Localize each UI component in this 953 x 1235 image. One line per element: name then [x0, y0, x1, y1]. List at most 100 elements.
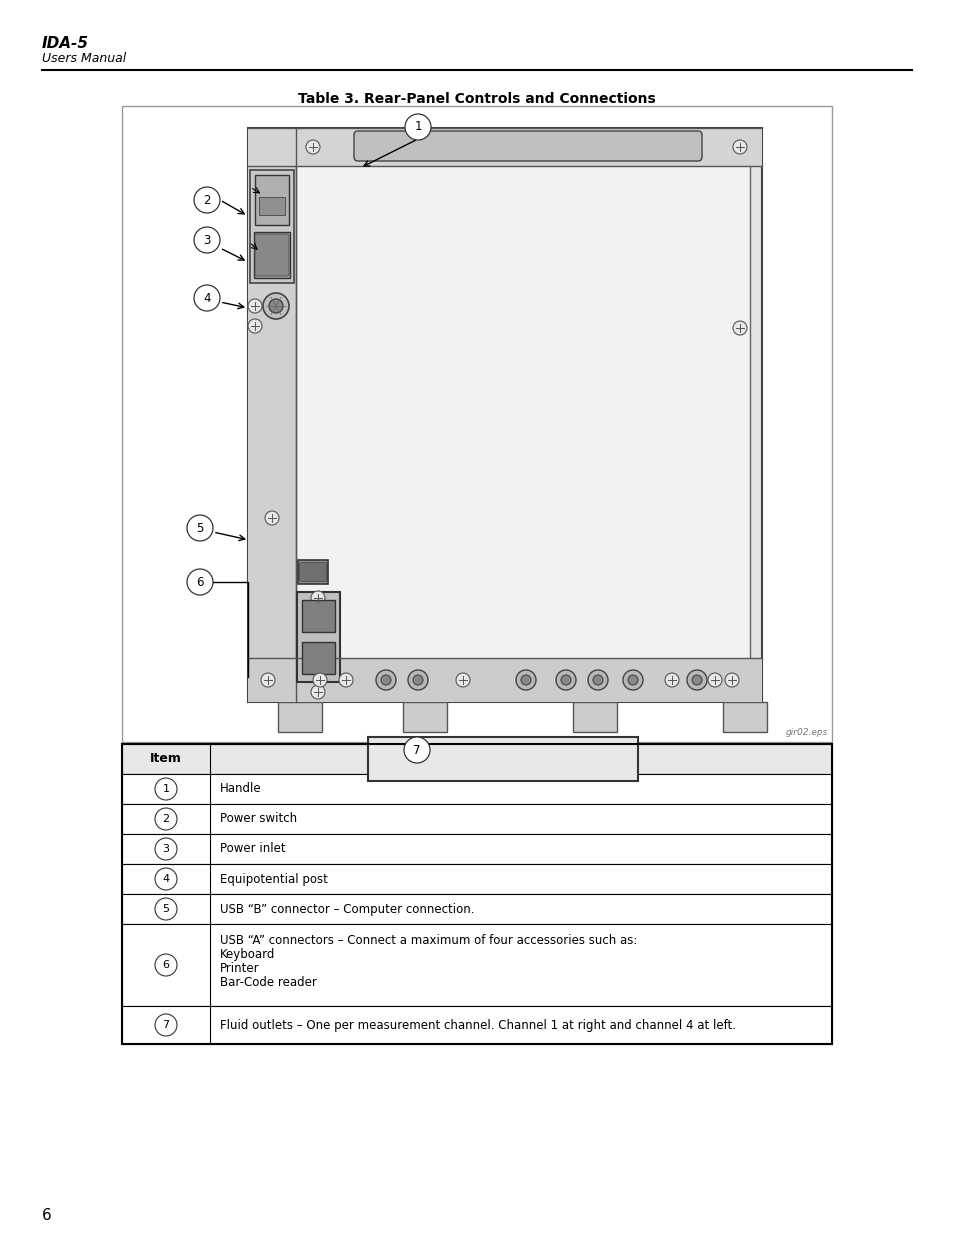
Bar [296, 592, 339, 682]
Circle shape [456, 673, 470, 687]
Text: Fluid outlets – One per measurement channel. Channel 1 at right and channel 4 at: Fluid outlets – One per measurement chan… [220, 1019, 735, 1031]
Bar [722, 701, 766, 732]
Circle shape [664, 673, 679, 687]
Circle shape [154, 808, 177, 830]
Circle shape [154, 898, 177, 920]
Circle shape [154, 778, 177, 800]
Circle shape [313, 673, 327, 687]
Circle shape [375, 671, 395, 690]
Circle shape [560, 676, 571, 685]
Circle shape [627, 676, 638, 685]
Circle shape [154, 868, 177, 890]
Bar [122, 106, 831, 742]
Circle shape [248, 299, 262, 312]
Text: 7: 7 [413, 743, 420, 757]
Bar [122, 864, 831, 894]
Text: Handle: Handle [220, 783, 261, 795]
Circle shape [306, 140, 319, 154]
Bar [258, 198, 285, 215]
FancyBboxPatch shape [354, 131, 701, 161]
Text: USB “A” connectors – Connect a maximum of four accessories such as:: USB “A” connectors – Connect a maximum o… [220, 934, 637, 947]
Circle shape [707, 673, 721, 687]
Text: 2: 2 [162, 814, 170, 824]
Circle shape [338, 673, 353, 687]
Text: 4: 4 [162, 874, 170, 884]
Text: IDA-5: IDA-5 [42, 36, 89, 51]
Text: Power switch: Power switch [220, 813, 296, 825]
Circle shape [154, 1014, 177, 1036]
Bar [248, 128, 761, 701]
Circle shape [724, 673, 739, 687]
Circle shape [403, 737, 430, 763]
Text: 6: 6 [196, 576, 204, 589]
Circle shape [686, 671, 706, 690]
Circle shape [732, 321, 746, 335]
Bar [297, 559, 328, 584]
Text: 6: 6 [42, 1208, 51, 1223]
Circle shape [408, 671, 428, 690]
Text: Description: Description [480, 752, 560, 766]
Bar [368, 737, 638, 781]
Bar [253, 232, 290, 278]
Bar [277, 701, 322, 732]
Bar [122, 774, 831, 804]
Circle shape [187, 569, 213, 595]
FancyBboxPatch shape [299, 562, 326, 582]
Circle shape [269, 299, 283, 312]
Bar [122, 743, 831, 774]
Circle shape [516, 671, 536, 690]
Text: Keyboard: Keyboard [220, 948, 275, 961]
Text: 5: 5 [162, 904, 170, 914]
Bar [122, 743, 831, 1044]
Bar [402, 701, 447, 732]
Text: 2: 2 [203, 194, 211, 206]
Bar [248, 128, 295, 701]
Circle shape [732, 140, 746, 154]
Bar [248, 128, 761, 165]
Bar [122, 924, 831, 1007]
Circle shape [587, 671, 607, 690]
Text: Equipotential post: Equipotential post [220, 872, 328, 885]
Bar [122, 804, 831, 834]
Circle shape [622, 671, 642, 690]
Circle shape [193, 186, 220, 212]
Circle shape [556, 671, 576, 690]
Bar [295, 148, 749, 682]
Circle shape [380, 676, 391, 685]
Text: USB “B” connector – Computer connection.: USB “B” connector – Computer connection. [220, 903, 474, 915]
Circle shape [261, 673, 274, 687]
Circle shape [311, 685, 325, 699]
Circle shape [193, 285, 220, 311]
Text: Power inlet: Power inlet [220, 842, 285, 856]
Circle shape [154, 953, 177, 976]
Bar [122, 1007, 831, 1044]
Circle shape [311, 592, 325, 605]
Circle shape [405, 114, 431, 140]
Text: 4: 4 [203, 291, 211, 305]
Text: Table 3. Rear-Panel Controls and Connections: Table 3. Rear-Panel Controls and Connect… [297, 91, 656, 106]
Circle shape [691, 676, 701, 685]
Text: Item: Item [150, 752, 182, 766]
Circle shape [263, 293, 289, 319]
Bar [254, 175, 289, 225]
Circle shape [248, 319, 262, 333]
Text: 7: 7 [162, 1020, 170, 1030]
Text: 5: 5 [196, 521, 204, 535]
Text: 3: 3 [162, 844, 170, 853]
Circle shape [413, 676, 422, 685]
Circle shape [154, 839, 177, 860]
Bar [250, 170, 294, 283]
Text: 3: 3 [203, 233, 211, 247]
Text: Users Manual: Users Manual [42, 52, 126, 65]
Circle shape [193, 227, 220, 253]
Bar [302, 600, 335, 632]
Text: 6: 6 [162, 960, 170, 969]
Circle shape [265, 511, 278, 525]
Text: Bar-Code reader: Bar-Code reader [220, 976, 316, 989]
Bar [122, 834, 831, 864]
Circle shape [520, 676, 531, 685]
Bar [302, 642, 335, 674]
Text: Printer: Printer [220, 962, 259, 974]
Text: 1: 1 [162, 784, 170, 794]
FancyBboxPatch shape [254, 233, 289, 275]
